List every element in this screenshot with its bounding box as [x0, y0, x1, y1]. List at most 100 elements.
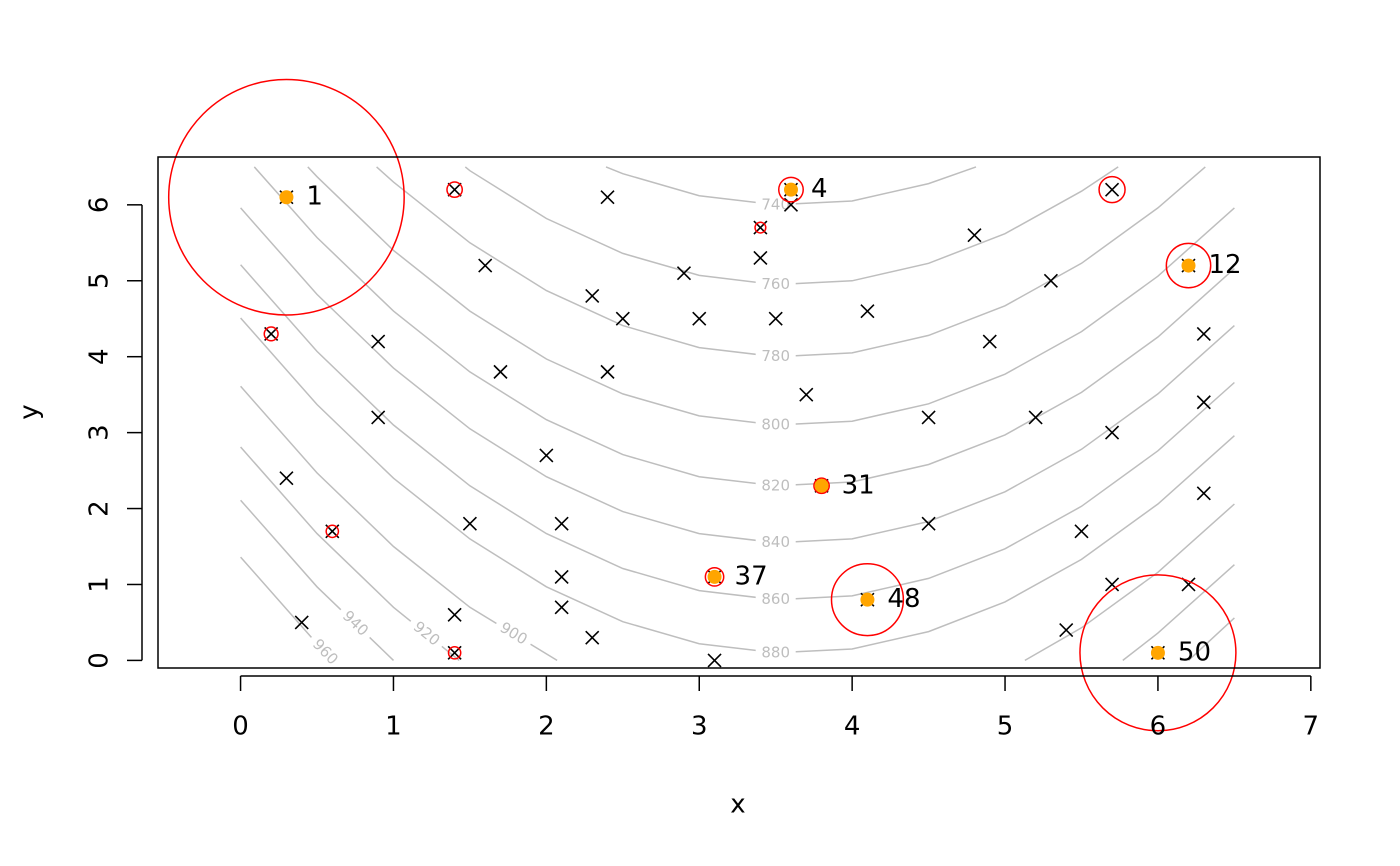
cross-point: [1074, 524, 1089, 539]
contour-label-bg: [755, 347, 796, 366]
cross-point: [753, 250, 768, 266]
contour-label-bg: [755, 476, 796, 495]
cross-point: [921, 410, 936, 425]
radius-circle: [813, 477, 830, 495]
cross-point: [554, 569, 569, 584]
highlight-point: [783, 182, 798, 197]
y-tick-label: 4: [85, 348, 115, 365]
cross-point: [799, 387, 814, 402]
radius-circle: [830, 562, 905, 637]
cross-point: [1028, 410, 1043, 425]
highlight-point: [279, 190, 294, 205]
contour-line: [240, 264, 1235, 601]
cross-point: [1104, 182, 1120, 197]
y-tick-label: 1: [85, 576, 115, 593]
contour-label-bg: [334, 603, 376, 644]
radius-circle: [263, 326, 279, 342]
cross-point: [585, 288, 600, 304]
contour-line: [240, 317, 1235, 654]
cross-point: [264, 326, 279, 341]
cross-point: [493, 364, 508, 379]
x-tick-label: 3: [691, 712, 708, 742]
x-tick-label: 7: [1303, 712, 1320, 742]
cross-point: [447, 607, 462, 622]
highlight-point: [707, 569, 722, 584]
y-tick-label: 5: [85, 272, 115, 289]
cross-point: [967, 228, 982, 243]
x-tick-label: 6: [1150, 712, 1167, 742]
contour-label-bg: [405, 614, 448, 654]
y-tick-label: 0: [85, 652, 115, 669]
contour-label-bg: [755, 416, 796, 435]
contour-line: [307, 166, 1235, 426]
cross-point: [1104, 425, 1120, 440]
point-label: 4: [811, 174, 828, 204]
radius-circle: [1165, 242, 1212, 289]
x-axis-label: x: [730, 790, 745, 820]
contour-label-bg: [755, 643, 796, 662]
contour-label: 760: [761, 275, 790, 293]
radius-circle: [704, 566, 725, 587]
x-tick-label: 5: [997, 712, 1014, 742]
radius-circle: [325, 524, 340, 539]
x-tick-label: 4: [844, 712, 861, 742]
cross-point: [753, 220, 768, 235]
radius-circle: [1079, 574, 1237, 732]
highlight-point: [1150, 645, 1165, 660]
point-label: 48: [887, 584, 920, 614]
cross-point: [921, 516, 936, 531]
highlight-point: [860, 592, 875, 607]
cross-point: [600, 364, 615, 379]
radius-circle: [1098, 175, 1126, 204]
point-label: 31: [842, 470, 875, 500]
cross-point: [554, 600, 569, 615]
contour-line: [240, 385, 1235, 662]
cross-point: [462, 516, 477, 531]
highlight-point: [814, 478, 829, 493]
contour-line: [253, 166, 1235, 487]
radius-circle: [446, 181, 464, 199]
y-tick-label: 3: [85, 424, 115, 441]
radius-circle: [778, 176, 804, 203]
cross-point: [447, 182, 462, 197]
point-label: 50: [1178, 637, 1211, 667]
cross-point: [860, 304, 875, 319]
contour-label-bg: [304, 631, 346, 668]
cross-point: [982, 334, 997, 349]
cross-point: [768, 311, 783, 326]
x-tick-label: 0: [232, 712, 249, 742]
contour-label-bg: [755, 533, 796, 552]
contour-line: [240, 207, 1235, 544]
point-label: 12: [1209, 250, 1242, 280]
cross-point: [294, 615, 309, 630]
x-tick-label: 2: [538, 712, 555, 742]
cross-point: [371, 334, 386, 349]
contour-label: 880: [761, 643, 790, 661]
radius-circle: [447, 645, 462, 660]
contour-label: 740: [761, 195, 790, 213]
y-axis-label: y: [15, 404, 45, 419]
cross-point: [600, 190, 615, 205]
cross-point: [1104, 577, 1120, 592]
cross-point: [692, 311, 707, 326]
cross-point: [1043, 273, 1058, 288]
y-tick-label: 6: [85, 197, 115, 214]
cross-point: [279, 471, 294, 486]
cross-point: [1196, 486, 1211, 501]
cross-point: [1059, 622, 1074, 638]
cross-point: [539, 448, 554, 463]
contour-line: [240, 446, 1235, 661]
cross-point: [478, 258, 493, 273]
cross-point: [1196, 326, 1211, 341]
point-label: 1: [306, 182, 323, 212]
contour-label: 840: [761, 533, 790, 551]
radius-circle: [167, 78, 405, 316]
radius-circle: [754, 221, 767, 234]
x-tick-label: 1: [385, 712, 402, 742]
contour-label: 860: [761, 590, 790, 608]
cross-point: [371, 410, 386, 425]
cross-point: [615, 311, 630, 326]
y-tick-label: 2: [85, 500, 115, 517]
